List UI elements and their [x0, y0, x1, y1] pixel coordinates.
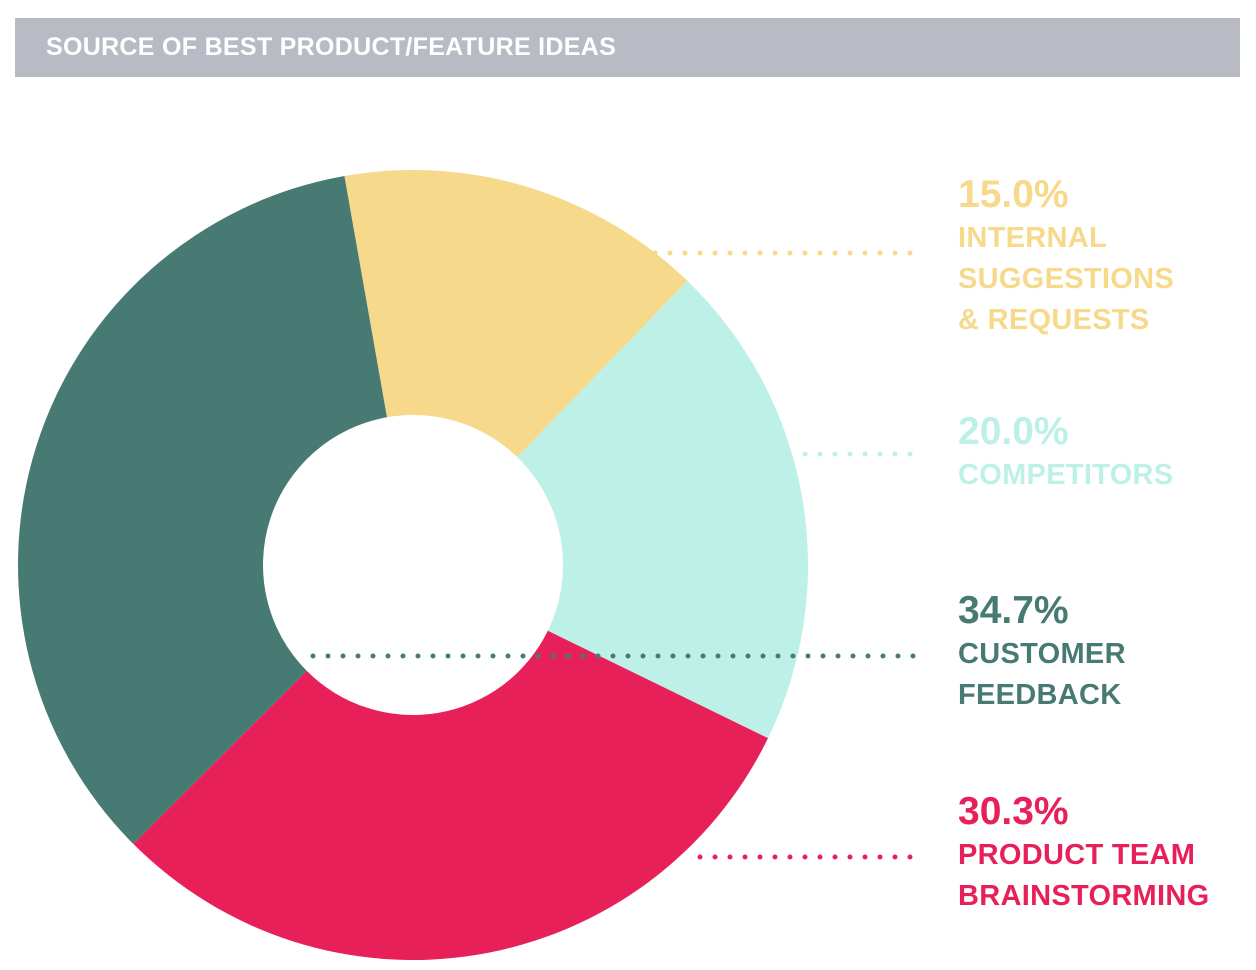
chart-title: SOURCE OF BEST PRODUCT/FEATURE IDEAS [46, 33, 617, 61]
legend-label-customer-feedback: 34.7% CUSTOMER FEEDBACK [958, 591, 1126, 716]
slice-percent-label: 15.0% [958, 173, 1069, 216]
slice-category-label: INTERNAL SUGGESTIONS & REQUESTS [958, 222, 1174, 336]
slice-category-label: CUSTOMER FEEDBACK [958, 638, 1126, 711]
slice-competitors [517, 280, 808, 739]
legend-label-product-team-brainstorming: 30.3% PRODUCT TEAM BRAINSTORMING [958, 792, 1209, 917]
legend-label-internal-suggestions: 15.0% INTERNAL SUGGESTIONS & REQUESTS [958, 175, 1174, 341]
slice-customer-feedback [17, 176, 387, 844]
chart-header-bar: SOURCE OF BEST PRODUCT/FEATURE IDEAS [15, 18, 1240, 77]
slice-product-team-brainstorming [133, 630, 769, 960]
slice-percent-label: 30.3% [958, 790, 1069, 833]
slice-category-label: COMPETITORS [958, 459, 1174, 491]
legend-label-competitors: 20.0% COMPETITORS [958, 412, 1173, 496]
slice-percent-label: 20.0% [958, 410, 1069, 453]
slice-internal-suggestions [344, 169, 688, 458]
slice-category-label: PRODUCT TEAM BRAINSTORMING [958, 839, 1210, 912]
slice-percent-label: 34.7% [958, 589, 1069, 632]
